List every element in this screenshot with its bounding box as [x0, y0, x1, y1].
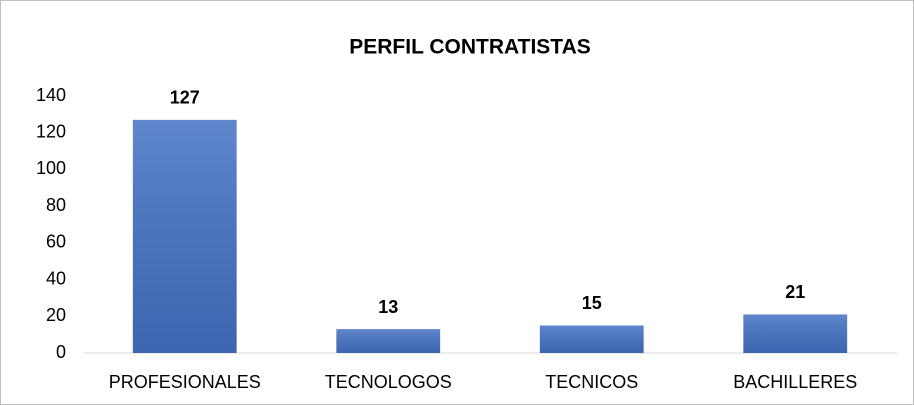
y-tick-label: 20 — [46, 305, 66, 325]
bar — [336, 329, 441, 353]
y-tick-label: 40 — [46, 268, 66, 288]
y-tick-label: 0 — [56, 342, 66, 362]
data-label: 13 — [378, 297, 398, 317]
chart-title: PERFIL CONTRATISTAS — [349, 36, 591, 59]
bar — [132, 119, 237, 353]
bar — [743, 314, 848, 353]
x-tick-label: PROFESIONALES — [109, 372, 261, 392]
data-label: 15 — [582, 293, 602, 313]
y-tick-label: 80 — [46, 195, 66, 215]
y-tick-label: 60 — [46, 232, 66, 252]
data-label: 21 — [785, 282, 805, 302]
data-label: 127 — [170, 88, 200, 108]
y-tick-label: 120 — [36, 121, 66, 141]
x-tick-label: BACHILLERES — [733, 372, 857, 392]
y-tick-label: 100 — [36, 158, 66, 178]
x-tick-label: TECNICOS — [545, 372, 638, 392]
y-tick-label: 140 — [36, 85, 66, 105]
bar — [539, 325, 644, 353]
x-tick-label: TECNOLOGOS — [325, 372, 452, 392]
